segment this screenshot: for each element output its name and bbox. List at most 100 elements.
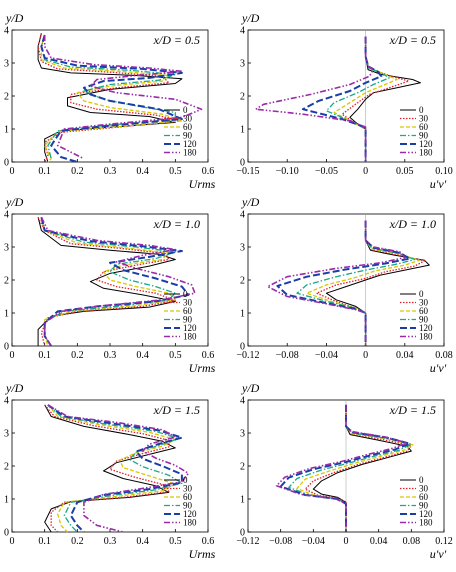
y-tick-label: 1 — [4, 125, 9, 136]
legend-label: 60 — [419, 122, 429, 132]
y-tick-label: 2 — [4, 276, 9, 287]
y-tick-label: 1 — [4, 495, 9, 506]
x-tick-label: 0.08 — [403, 536, 421, 547]
series-line-180 — [40, 216, 196, 347]
legend-label: 120 — [183, 509, 197, 519]
series-line-90 — [47, 404, 183, 533]
x-tick-label: 0 — [344, 536, 349, 547]
legend-label: 60 — [419, 306, 429, 316]
legend-label: 30 — [419, 484, 429, 494]
series-line-0 — [44, 404, 176, 533]
x-tick-label: −0.05 — [315, 166, 338, 177]
legend-label: 60 — [183, 306, 193, 316]
x-tick-label: 0.08 — [435, 350, 453, 361]
legend-label: 30 — [183, 298, 193, 308]
legend-label: 30 — [183, 484, 193, 494]
legend-label: 90 — [183, 501, 193, 511]
y-tick-label: 1 — [4, 309, 9, 320]
y-axis-label: y/D — [241, 195, 260, 209]
y-tick-label: 4 — [4, 210, 9, 221]
y-tick-label: 3 — [240, 429, 245, 440]
series-line-120 — [47, 404, 183, 533]
legend-label: 120 — [419, 323, 433, 333]
series-line-0 — [325, 220, 430, 346]
series-line-30 — [315, 220, 426, 346]
legend-label: 30 — [419, 298, 429, 308]
legend-label: 90 — [419, 315, 429, 325]
x-axis-label: u'v' — [430, 361, 447, 375]
x-tick-label: 0.4 — [136, 350, 149, 361]
y-tick-label: 2 — [240, 92, 245, 103]
x-tick-label: 0.5 — [169, 166, 182, 177]
x-tick-label: 0.05 — [396, 166, 414, 177]
panel-label: x/D = 1.5 — [153, 403, 200, 417]
y-tick-label: 4 — [4, 396, 9, 407]
x-tick-label: 0.3 — [104, 536, 117, 547]
x-tick-label: −0.15 — [236, 166, 259, 177]
x-tick-label: −0.10 — [276, 166, 299, 177]
chart-panel-2: −0.15 −0.10 −0.05 0 0.05 0.10 0 1 2 3 4y/D u'v' x/D … — [236, 11, 452, 191]
legend-label: 180 — [183, 332, 197, 342]
y-tick-label: 0 — [240, 528, 245, 539]
y-tick-label: 3 — [4, 429, 9, 440]
legend-label: 0 — [183, 475, 188, 485]
x-tick-label: 0 — [10, 350, 15, 361]
y-tick-label: 4 — [240, 26, 245, 37]
legend-label: 180 — [419, 332, 433, 342]
series-line-60 — [40, 217, 176, 347]
y-tick-label: 0 — [4, 528, 9, 539]
x-tick-label: 0.04 — [370, 536, 388, 547]
y-tick-label: 3 — [240, 243, 245, 254]
y-tick-label: 3 — [240, 59, 245, 70]
series-line-120 — [40, 217, 190, 347]
x-tick-label: 0.04 — [396, 350, 414, 361]
legend-label: 30 — [183, 114, 193, 124]
chart-panel-6: −0.12 −0.08 −0.04 0 0.04 0.08 0.12 0 1 2 3 4y/D u'v'… — [236, 381, 452, 561]
legend-label: 180 — [183, 518, 197, 528]
x-tick-label: 0.5 — [169, 536, 182, 547]
y-tick-label: 2 — [240, 276, 245, 287]
legend-label: 90 — [183, 131, 193, 141]
panel-label: x/D = 1.5 — [389, 403, 436, 417]
legend-label: 120 — [183, 139, 197, 149]
series-line-60 — [296, 404, 414, 532]
panel-label: x/D = 1.0 — [389, 217, 436, 231]
chart-panel-4: −0.12 −0.08 −0.04 0 0.04 0.08 0 1 2 3 4y/D u'v' x/D … — [236, 195, 452, 375]
series-line-180 — [266, 220, 406, 346]
y-tick-label: 2 — [4, 92, 9, 103]
series-line-30 — [44, 404, 170, 533]
legend-label: 90 — [183, 315, 193, 325]
legend-label: 0 — [419, 475, 424, 485]
y-tick-label: 3 — [4, 59, 9, 70]
chart-panel-5: 0 0.1 0.2 0.3 0.4 0.5 0.6 0 1 2 3 4y/D Urms x/D = 1.5… — [4, 381, 216, 561]
legend-label: 60 — [183, 122, 193, 132]
legend-label: 30 — [419, 114, 429, 124]
legend-label: 0 — [183, 289, 188, 299]
x-axis-label: u'v' — [430, 177, 447, 191]
x-tick-label: 0.5 — [169, 350, 182, 361]
legend-label: 180 — [183, 148, 197, 158]
plot-frame — [247, 29, 445, 163]
series-line-90 — [288, 404, 412, 532]
series-line-0 — [37, 217, 176, 346]
x-tick-label: 0.2 — [71, 166, 84, 177]
x-tick-label: 0.1 — [38, 350, 51, 361]
legend-label: 180 — [419, 518, 433, 528]
series-line-180 — [255, 36, 375, 162]
legend-label: 60 — [183, 492, 193, 502]
x-tick-label: −0.12 — [236, 350, 259, 361]
series-line-120 — [40, 34, 183, 163]
y-axis-label: y/D — [5, 381, 24, 395]
series-line-90 — [40, 217, 176, 347]
y-tick-label: 3 — [4, 243, 9, 254]
x-tick-label: 0.3 — [104, 350, 117, 361]
y-tick-label: 0 — [240, 158, 245, 169]
x-tick-label: 0.2 — [71, 350, 84, 361]
chart-panel-1: 0 0.1 0.2 0.3 0.4 0.5 0.6 0 1 2 3 4y/D Urms x/D = 0.5… — [4, 11, 216, 191]
legend-label: 120 — [419, 509, 433, 519]
chart-panel-3: 0 0.1 0.2 0.3 0.4 0.5 0.6 0 1 2 3 4y/D Urms x/D = 1.0… — [4, 195, 216, 375]
x-axis-label: Urms — [189, 361, 216, 375]
plot-frame — [247, 213, 445, 347]
y-tick-label: 0 — [240, 342, 245, 353]
legend-label: 90 — [419, 131, 429, 141]
